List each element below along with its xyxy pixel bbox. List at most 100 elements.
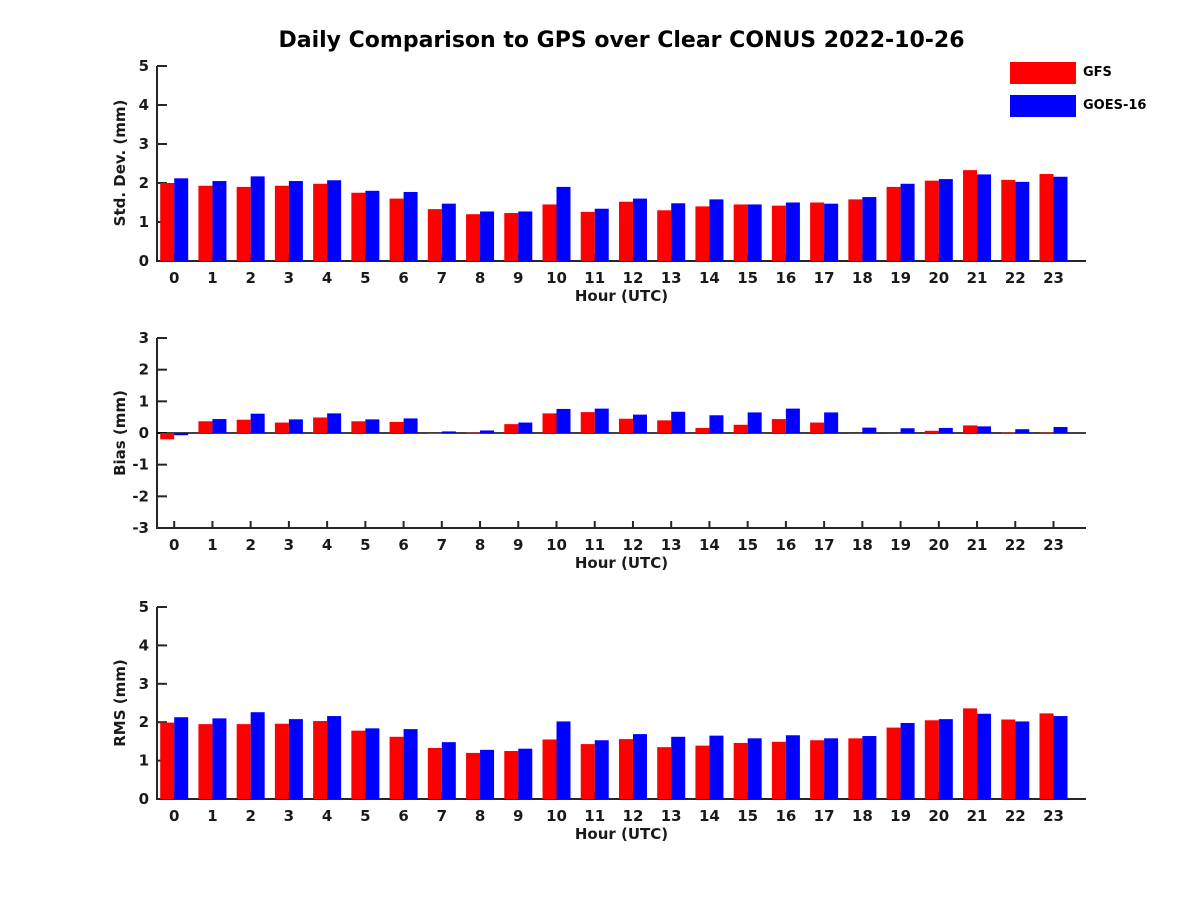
x-tick-label-bias: 3 [284,536,294,554]
bar-goes-16-hour-8 [480,430,495,433]
bar-gfs-hour-10 [542,739,557,799]
bar-goes-16-hour-18 [862,197,877,261]
y-tick-label-rms: 1 [139,752,149,770]
bar-gfs-hour-8 [466,752,481,799]
bar-gfs-hour-20 [924,180,939,261]
bar-goes-16-hour-1 [212,181,227,261]
x-tick-label-std-dev: 12 [623,269,644,287]
bar-goes-16-hour-5 [365,190,380,261]
x-tick-label-rms: 11 [584,807,605,825]
x-tick-label-rms: 7 [437,807,447,825]
bar-goes-16-hour-19 [900,722,915,799]
bar-gfs-hour-22 [1001,432,1016,434]
bar-gfs-hour-2 [236,419,251,433]
x-tick-label-std-dev: 14 [699,269,720,287]
x-tick-label-bias: 7 [437,536,447,554]
bar-goes-16-hour-14 [709,199,724,261]
bar-gfs-hour-14 [695,745,710,799]
bar-goes-16-hour-16 [785,202,800,261]
y-tick-label-bias: 1 [139,392,149,410]
y-tick-label-std-dev: 2 [139,174,149,192]
legend-swatch-gfs [1010,62,1076,84]
y-axis-label-bias: Bias (mm) [111,390,129,476]
bar-goes-16-hour-14 [709,735,724,799]
bar-gfs-hour-21 [963,170,978,261]
x-tick-label-bias: 13 [661,536,682,554]
x-tick-label-rms: 23 [1043,807,1064,825]
y-tick-label-bias: -1 [132,456,149,474]
bar-goes-16-hour-19 [900,183,915,261]
bar-gfs-hour-6 [389,736,404,799]
x-tick-label-rms: 18 [852,807,873,825]
x-axis-label-rms: Hour (UTC) [574,825,669,843]
bar-gfs-hour-11 [580,211,595,261]
x-tick-label-rms: 8 [475,807,485,825]
legend-swatch-goes16 [1010,95,1076,117]
bar-gfs-hour-2 [236,724,251,799]
x-tick-label-bias: 6 [398,536,408,554]
x-tick-label-std-dev: 11 [584,269,605,287]
bar-goes-16-hour-5 [365,728,380,799]
x-tick-label-rms: 21 [967,807,988,825]
bar-gfs-hour-23 [1039,174,1054,261]
x-tick-label-std-dev: 22 [1005,269,1026,287]
x-tick-label-rms: 16 [775,807,796,825]
bar-gfs-hour-6 [389,198,404,261]
bar-goes-16-hour-3 [288,419,303,433]
bar-goes-16-hour-20 [938,427,953,433]
x-tick-label-rms: 14 [699,807,720,825]
bar-gfs-hour-11 [580,412,595,433]
bar-goes-16-hour-14 [709,415,724,433]
bar-gfs-hour-23 [1039,432,1054,434]
bar-goes-16-hour-8 [480,211,495,261]
bar-gfs-hour-0 [160,722,175,799]
bar-gfs-hour-6 [389,421,404,433]
x-tick-label-rms: 1 [207,807,217,825]
bar-goes-16-hour-12 [632,414,647,433]
bar-goes-16-hour-2 [250,176,265,261]
bar-gfs-hour-17 [810,202,825,261]
x-tick-label-bias: 17 [814,536,835,554]
x-tick-label-rms: 9 [513,807,523,825]
y-tick-label-std-dev: 3 [139,135,149,153]
bar-gfs-hour-20 [924,720,939,799]
x-axis-label-stddev: Hour (UTC) [574,287,669,305]
bar-goes-16-hour-6 [403,418,418,433]
bar-gfs-hour-15 [733,424,748,433]
bar-goes-16-hour-22 [1015,181,1030,261]
bar-gfs-hour-4 [313,417,328,433]
bar-goes-16-hour-1 [212,419,227,433]
bar-goes-16-hour-0 [174,178,189,261]
bar-gfs-hour-18 [848,199,863,261]
x-tick-label-std-dev: 16 [775,269,796,287]
x-tick-label-std-dev: 18 [852,269,873,287]
bar-gfs-hour-4 [313,721,328,799]
x-tick-label-rms: 4 [322,807,332,825]
bar-gfs-hour-15 [733,742,748,799]
bar-goes-16-hour-0 [174,717,189,799]
x-tick-label-rms: 22 [1005,807,1026,825]
y-tick-label-std-dev: 4 [139,96,149,114]
x-tick-label-std-dev: 5 [360,269,370,287]
bar-gfs-hour-3 [274,723,289,799]
bar-gfs-hour-7 [427,209,442,261]
x-tick-label-bias: 8 [475,536,485,554]
bar-goes-16-hour-2 [250,413,265,433]
bar-gfs-hour-12 [618,418,633,433]
x-tick-label-std-dev: 9 [513,269,523,287]
x-tick-label-std-dev: 15 [737,269,758,287]
bar-goes-16-hour-2 [250,712,265,799]
x-tick-label-rms: 3 [284,807,294,825]
bar-gfs-hour-13 [657,747,672,799]
x-tick-label-bias: 2 [245,536,255,554]
bar-goes-16-hour-13 [671,203,686,261]
bar-goes-16-hour-4 [327,716,342,799]
y-tick-label-bias: -2 [132,487,149,505]
bar-goes-16-hour-10 [556,186,571,261]
x-tick-label-std-dev: 21 [967,269,988,287]
x-tick-label-rms: 10 [546,807,567,825]
y-tick-label-rms: 0 [139,790,149,808]
bar-goes-16-hour-11 [594,408,609,433]
bar-gfs-hour-19 [886,433,901,434]
x-tick-label-std-dev: 1 [207,269,217,287]
